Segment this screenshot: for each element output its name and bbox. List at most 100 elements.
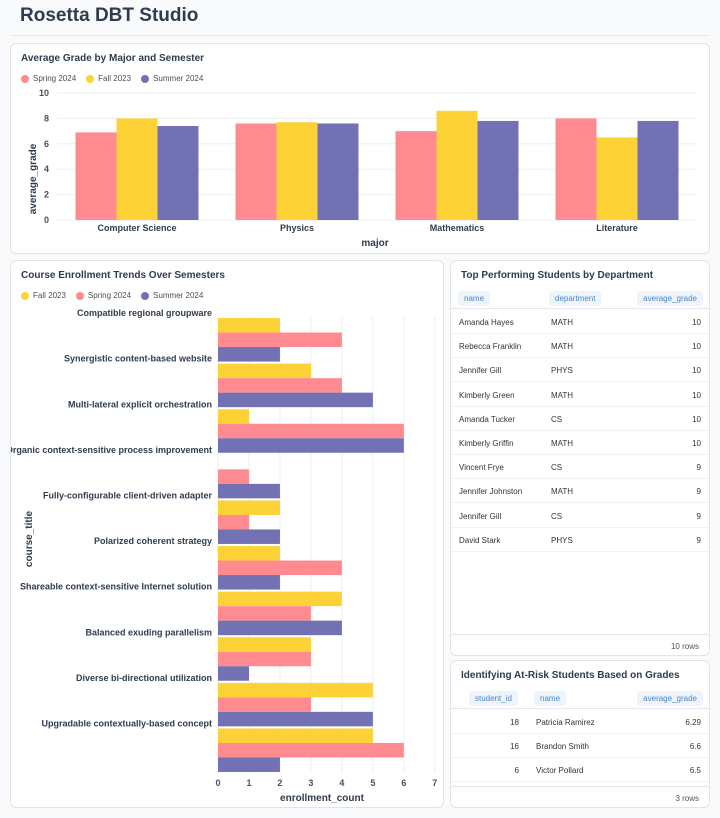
legend-item-fall[interactable]: Fall 2023 [21, 291, 66, 300]
bar [218, 469, 249, 484]
table-row: Jennifer Gill CS 9 [451, 504, 709, 528]
bar [218, 742, 404, 758]
table-header: student_id name average_grade [451, 687, 709, 709]
table-cell: PHYS [551, 535, 573, 545]
table-cell: Brandon Smith [536, 742, 589, 751]
x-tick-label: 2 [277, 778, 282, 788]
column-header-student-id[interactable]: student_id [469, 691, 518, 706]
legend-swatch [21, 291, 29, 300]
y-tick-label: 8 [44, 113, 49, 123]
bar [637, 120, 679, 220]
x-axis-label: enrollment_count [280, 793, 365, 804]
column-header-department[interactable]: department [549, 291, 602, 306]
legend-swatch [75, 291, 84, 300]
table-cell: 16 [510, 742, 519, 751]
table-row: 18 Patricia Ramirez 6.29 [451, 710, 709, 734]
bar [276, 122, 318, 220]
table-row: 6 Victor Pollard 6.5 [451, 758, 709, 782]
table-row: Amanda Tucker CS 10 [451, 407, 709, 431]
y-tick-label: Polarized coherent strategy [94, 536, 212, 546]
top-students-title: Top Performing Students by Department [461, 270, 654, 281]
table-cell: 10 [692, 366, 701, 376]
column-header-name[interactable]: name [458, 291, 491, 306]
table-cell: 18 [510, 718, 519, 727]
x-tick-label: Computer Science [97, 223, 176, 233]
bar [218, 347, 280, 362]
y-tick-label: Fully-configurable client-driven adapter [43, 490, 213, 500]
table-row: Kimberly Griffin MATH 10 [451, 431, 709, 455]
table-cell: Amanda Tucker [459, 414, 516, 424]
table-cell: CS [551, 463, 563, 473]
x-tick-label: 4 [339, 778, 344, 788]
bar [218, 728, 373, 743]
legend-item-summer[interactable]: Summer 2024 [141, 291, 203, 300]
bar [218, 332, 342, 348]
grade-chart-legend[interactable]: Spring 2024 Fall 2023 Summer 2024 [21, 74, 203, 83]
y-axis-label: average_grade [28, 143, 39, 214]
bar [218, 620, 342, 636]
bar [75, 132, 117, 220]
enrollment-chart-card: Course Enrollment Trends Over Semesters … [10, 260, 444, 808]
table-cell: 6.29 [685, 718, 701, 727]
bar [235, 123, 277, 220]
y-tick-label: 0 [44, 215, 49, 225]
column-header-average-grade[interactable]: average_grade [637, 691, 703, 706]
table-cell: CS [551, 414, 563, 424]
grade-bar-chart[interactable]: average_grade major 0 2 4 6 8 10 Computer Scie… [11, 44, 710, 254]
column-header-average-grade[interactable]: average_grade [637, 291, 703, 306]
legend-item-fall[interactable]: Fall 2023 [86, 74, 131, 83]
bar [218, 409, 249, 424]
at-risk-card: Identifying At-Risk Students Based on Gr… [450, 660, 710, 808]
bar [218, 363, 311, 379]
table-row: Kimberly Green MATH 10 [451, 383, 709, 407]
table-cell: Victor Pollard [536, 766, 584, 775]
legend-item-summer[interactable]: Summer 2024 [141, 74, 203, 83]
x-tick-label: Mathematics [430, 223, 485, 233]
legend-item-spring[interactable]: Spring 2024 [21, 74, 76, 83]
legend-item-spring[interactable]: Spring 2024 [75, 291, 131, 300]
table-cell: MATH [551, 439, 574, 448]
table-row: David Stark PHYS 9 [451, 528, 709, 552]
bar [218, 546, 280, 561]
table-cell: 9 [696, 535, 701, 545]
table-row: Jennifer Johnston MATH 9 [451, 479, 709, 504]
table-cell: 10 [692, 390, 701, 400]
y-tick-label: Compatible regional groupware [77, 308, 212, 318]
y-axis-label: course_title [24, 510, 35, 567]
y-tick-label: 6 [44, 139, 49, 149]
bar [596, 137, 638, 220]
table-cell: 10 [692, 342, 701, 352]
table-cell: MATH [551, 318, 574, 327]
bar [218, 637, 311, 652]
x-tick-label: 7 [432, 778, 437, 788]
column-header-name[interactable]: name [534, 691, 567, 706]
legend-swatch [141, 74, 150, 83]
y-tick-label: Synergistic content-based website [64, 354, 212, 364]
y-tick-label: Balanced exuding parallelism [85, 627, 212, 637]
enrollment-chart-legend[interactable]: Fall 2023 Spring 2024 Summer 2024 [21, 291, 203, 300]
table-cell: 10 [692, 414, 701, 424]
bar [218, 575, 280, 590]
bar [218, 438, 404, 453]
grade-chart-card: Average Grade by Major and Semester Spri… [10, 43, 710, 254]
x-tick-label: 6 [401, 778, 406, 788]
table-cell: Vincent Frye [459, 463, 504, 473]
table-cell: 10 [692, 439, 701, 448]
bar [218, 560, 342, 576]
bar [218, 651, 311, 667]
at-risk-title: Identifying At-Risk Students Based on Gr… [461, 670, 680, 681]
bar [218, 757, 280, 772]
table-row: Amanda Hayes MATH 10 [451, 310, 709, 334]
bar [218, 392, 373, 408]
y-tick-label: Upgradable contextually-based concept [41, 718, 212, 728]
table-cell: MATH [551, 390, 574, 400]
table-cell: 9 [696, 487, 701, 497]
enrollment-bar-chart[interactable]: course_title enrollment_count 0 1 2 3 4 5 6 7Co… [11, 261, 444, 808]
bar [218, 514, 249, 530]
legend-label: Fall 2023 [33, 291, 66, 300]
table-cell: MATH [551, 342, 574, 352]
y-tick-label: 10 [39, 88, 49, 98]
table-cell: 6 [514, 766, 519, 775]
table-footer-divider [451, 634, 709, 635]
legend-swatch [141, 291, 150, 300]
